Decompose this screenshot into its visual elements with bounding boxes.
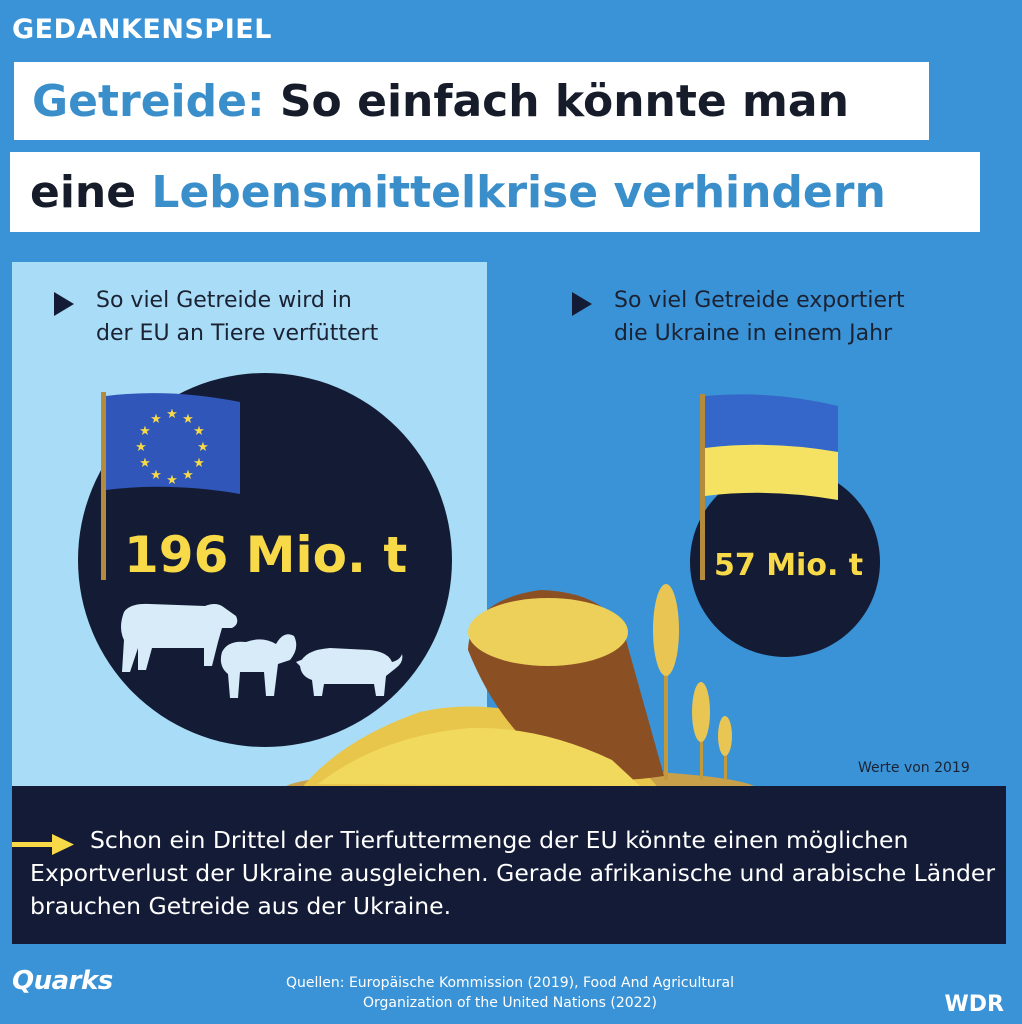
svg-text:★: ★: [182, 468, 194, 483]
eu-flag-icon: ★ ★ ★ ★ ★ ★ ★ ★ ★ ★ ★ ★: [101, 392, 240, 580]
ukraine-export-value: 57 Mio. t: [714, 548, 864, 583]
conclusion-band: [12, 786, 1006, 944]
svg-text:★: ★: [197, 440, 209, 455]
conclusion-text: Schon ein Drittel der Tierfuttermenge de…: [30, 826, 996, 920]
ukraine-flag-icon: [700, 394, 838, 580]
svg-text:★: ★: [182, 412, 194, 427]
panel-ukraine-heading: So viel Getreide exportiert die Ukraine …: [614, 284, 905, 350]
wheat-icon: [653, 584, 732, 780]
svg-text:★: ★: [135, 440, 147, 455]
values-year-note: Werte von 2019: [858, 760, 970, 776]
panel-ukraine-heading-line1: So viel Getreide exportiert: [614, 288, 905, 313]
title-line-1-rest: So einfach könnte man: [264, 76, 849, 127]
kicker-label: GEDANKENSPIEL: [12, 14, 272, 45]
svg-text:★: ★: [166, 473, 178, 488]
sources-line2: Organization of the United Nations (2022…: [363, 995, 657, 1011]
quarks-logo: Quarks: [12, 966, 113, 996]
wdr-logo: WDR: [944, 992, 1004, 1017]
svg-text:★: ★: [139, 424, 151, 439]
svg-text:★: ★: [193, 424, 205, 439]
title-line-2-start: eine: [30, 167, 152, 218]
svg-text:★: ★: [150, 412, 162, 427]
title-accent-grain: Getreide:: [32, 76, 265, 127]
title-accent-crisis: Lebensmittelkrise verhindern: [151, 167, 886, 218]
arrow-right-icon: [12, 834, 74, 855]
svg-text:★: ★: [150, 468, 162, 483]
panel-eu-heading: So viel Getreide wird in der EU an Tiere…: [96, 284, 378, 350]
eu-feed-value: 196 Mio. t: [124, 526, 408, 584]
sources-text: Quellen: Europäische Kommission (2019), …: [150, 973, 870, 1013]
sheep-icon: [220, 634, 297, 698]
svg-text:★: ★: [166, 407, 178, 422]
panel-eu-heading-line1: So viel Getreide wird in: [96, 288, 352, 313]
ukraine-value-circle: [690, 467, 880, 657]
title-line-1: Getreide: So einfach könnte man: [14, 62, 929, 140]
pig-icon: [296, 648, 403, 696]
svg-text:★: ★: [139, 456, 151, 471]
bullet-triangle-icon: [54, 292, 74, 316]
svg-text:★: ★: [193, 456, 205, 471]
title-line-2: eine Lebensmittelkrise verhindern: [10, 152, 980, 232]
cow-icon: [121, 603, 238, 672]
panel-ukraine-heading-line2: die Ukraine in einem Jahr: [614, 321, 893, 346]
bullet-triangle-icon: [572, 292, 592, 316]
sources-line1: Quellen: Europäische Kommission (2019), …: [286, 975, 734, 991]
panel-eu-heading-line2: der EU an Tiere verfüttert: [96, 321, 379, 346]
